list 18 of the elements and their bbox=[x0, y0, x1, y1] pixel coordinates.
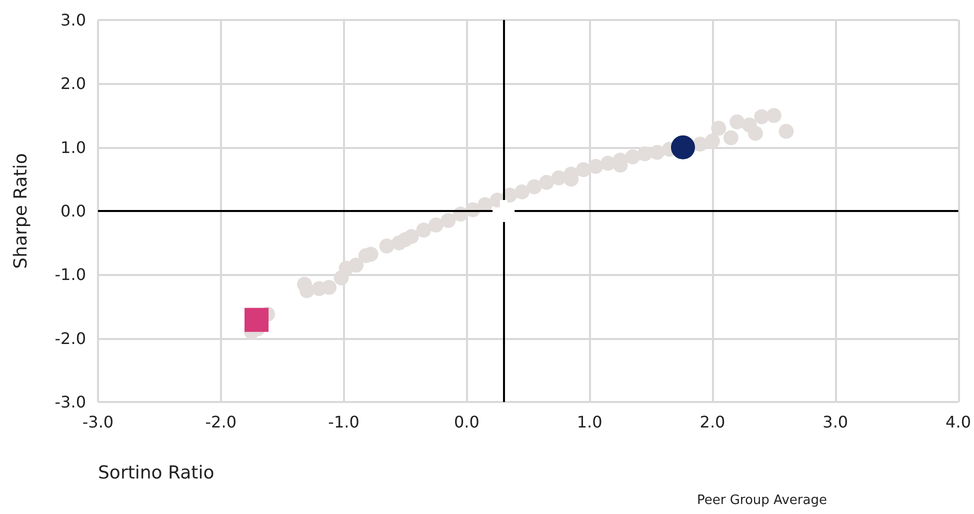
y-tick-label: -3.0 bbox=[54, 392, 86, 412]
x-tick-label: 2.0 bbox=[700, 412, 726, 432]
x-tick-label: -1.0 bbox=[328, 412, 360, 432]
y-tick-label: 0.0 bbox=[60, 202, 86, 220]
y-tick-label: 2.0 bbox=[60, 74, 86, 94]
y-axis-title: Sharpe Ratio bbox=[10, 153, 32, 269]
x-tick-label: -3.0 bbox=[82, 412, 114, 432]
y-tick-label: 1.0 bbox=[60, 138, 86, 157]
y-tick-label: -2.0 bbox=[54, 328, 86, 348]
x-tick-label: 1.0 bbox=[576, 412, 602, 432]
x-tick-label: 3.0 bbox=[822, 412, 848, 432]
x-axis-title: Sortino Ratio bbox=[98, 462, 214, 484]
y-tick-label: 3.0 bbox=[60, 10, 86, 30]
x-tick-label: 4.0 bbox=[946, 412, 972, 432]
text: Peer Group Average bbox=[697, 493, 827, 508]
x-tick-label: 0.0 bbox=[454, 412, 480, 432]
y-tick-label: -1.0 bbox=[54, 265, 86, 284]
x-tick-label: -2.0 bbox=[205, 412, 237, 432]
